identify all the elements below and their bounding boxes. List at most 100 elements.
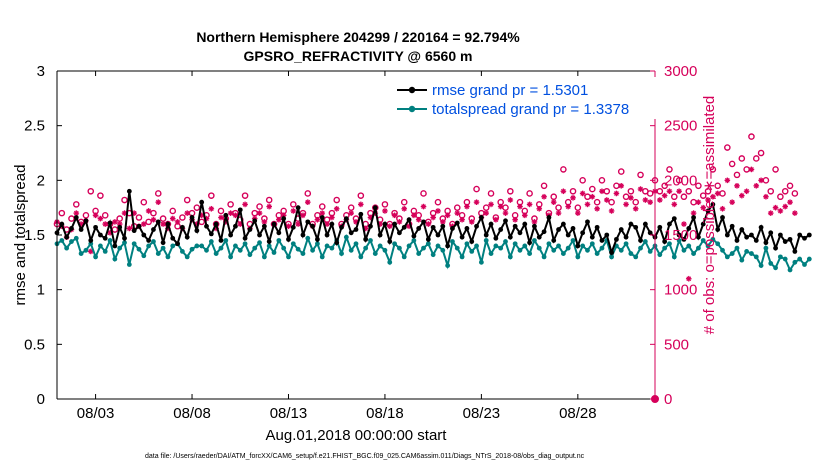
- obs-assimilated-point: [647, 199, 653, 205]
- series-point-totalspread: [392, 241, 397, 247]
- obs-possible-point: [145, 218, 152, 226]
- series-point-rmse: [136, 223, 142, 229]
- series-point-totalspread: [165, 254, 171, 260]
- obs-assimilated-point: [276, 216, 282, 223]
- series-point-totalspread: [749, 251, 754, 256]
- series-point-totalspread: [136, 246, 142, 252]
- obs-assimilated-point: [570, 195, 576, 201]
- series-point-rmse: [454, 220, 460, 226]
- obs-possible-point: [116, 215, 123, 222]
- series-point-rmse: [691, 215, 696, 220]
- series-point-rmse: [228, 232, 234, 238]
- asterisk-stroke: [700, 205, 706, 211]
- asterisk-stroke: [507, 197, 513, 203]
- asterisk-stroke: [276, 217, 282, 223]
- series-point-totalspread: [271, 250, 277, 255]
- series-point-rmse: [440, 223, 446, 229]
- series-point-totalspread: [662, 245, 668, 251]
- series-point-totalspread: [348, 247, 354, 253]
- asterisk-stroke: [705, 197, 711, 203]
- asterisk-stroke: [671, 201, 677, 207]
- obs-assimilated-point: [512, 216, 518, 223]
- series-point-rmse: [618, 227, 624, 232]
- obs-possible-point: [150, 209, 157, 217]
- asterisk-stroke: [729, 199, 735, 205]
- series-point-totalspread: [107, 238, 113, 243]
- series-point-rmse: [797, 232, 803, 238]
- series-point-totalspread: [681, 247, 687, 253]
- asterisk-stroke: [710, 194, 716, 200]
- y-right-tick-label: 1000: [664, 282, 697, 299]
- obs-possible-point: [661, 182, 668, 190]
- obs-assimilated-point: [690, 210, 697, 216]
- data-file-footer: data file: /Users/raeder/DAI/ATM_forcXX/…: [145, 453, 585, 460]
- series-point-totalspread: [151, 239, 156, 244]
- legend-label-totalspread: totalspread grand pr = 1.3378: [432, 101, 629, 118]
- y-right-tick-label: 1500: [664, 227, 697, 244]
- obs-assimilated-point: [348, 210, 354, 216]
- asterisk-stroke: [474, 199, 479, 205]
- series-point-rmse: [189, 215, 195, 220]
- obs-assimilated-point: [256, 210, 263, 216]
- asterisk-stroke: [469, 219, 475, 225]
- series-point-rmse: [686, 226, 692, 231]
- series-point-rmse: [503, 218, 508, 224]
- obs-possible-point: [637, 171, 644, 179]
- obs-possible-point: [304, 190, 312, 197]
- series-point-totalspread: [483, 238, 489, 243]
- obs-assimilated-point: [541, 193, 547, 200]
- series-point-rmse: [353, 227, 359, 232]
- series-point-rmse: [199, 199, 205, 205]
- obs-possible-point: [685, 187, 693, 195]
- series-point-rmse: [517, 230, 523, 236]
- series-point-rmse: [696, 234, 701, 240]
- obs-possible-point: [724, 144, 731, 151]
- series-point-totalspread: [329, 245, 335, 251]
- series-point-totalspread: [633, 254, 639, 260]
- obs-possible-point: [318, 203, 326, 210]
- series-point-rmse: [372, 205, 378, 211]
- series-point-rmse: [498, 227, 504, 232]
- obs-assimilated-point: [560, 188, 567, 195]
- obs-possible-point: [58, 209, 66, 217]
- asterisk-stroke: [720, 206, 725, 212]
- obs-possible-point: [526, 190, 533, 197]
- series-point-rmse: [223, 212, 229, 218]
- series-point-totalspread: [638, 245, 643, 251]
- series-point-rmse: [802, 235, 807, 241]
- series-point-rmse: [324, 232, 330, 238]
- asterisk-stroke: [749, 166, 754, 172]
- obs-assimilated-point: [415, 216, 422, 223]
- asterisk-stroke: [112, 219, 118, 225]
- asterisk-stroke: [155, 199, 161, 205]
- series-point-rmse: [276, 230, 282, 236]
- obs-assimilated-point: [430, 214, 436, 221]
- series-point-totalspread: [787, 267, 793, 273]
- asterisk-stroke: [488, 201, 494, 207]
- obs-possible-point: [555, 204, 562, 211]
- asterisk-stroke: [522, 212, 528, 218]
- series-point-totalspread: [421, 245, 426, 251]
- series-point-rmse: [286, 236, 291, 242]
- series-point-rmse: [710, 201, 716, 207]
- obs-possible-point: [752, 155, 760, 162]
- obs-possible-point: [719, 190, 726, 197]
- obs-assimilated-point: [782, 203, 789, 210]
- series-point-totalspread: [498, 245, 504, 251]
- asterisk-stroke: [734, 183, 740, 189]
- asterisk-stroke: [445, 212, 451, 218]
- series-point-rmse: [541, 229, 547, 235]
- series-point-rmse: [122, 235, 127, 241]
- obs-assimilated-point: [507, 197, 514, 203]
- obs-assimilated-point: [401, 205, 408, 212]
- obs-assimilated-point: [642, 197, 649, 203]
- series-point-totalspread: [276, 238, 282, 243]
- obs-possible-point: [381, 201, 389, 208]
- series-point-totalspread: [536, 245, 542, 251]
- y-right-tick-label: 3000: [664, 63, 697, 80]
- series-point-totalspread: [155, 251, 161, 256]
- series-point-totalspread: [189, 246, 195, 252]
- obs-possible-point: [265, 196, 273, 204]
- series-point-totalspread: [440, 247, 446, 253]
- obs-assimilated-point: [526, 201, 533, 208]
